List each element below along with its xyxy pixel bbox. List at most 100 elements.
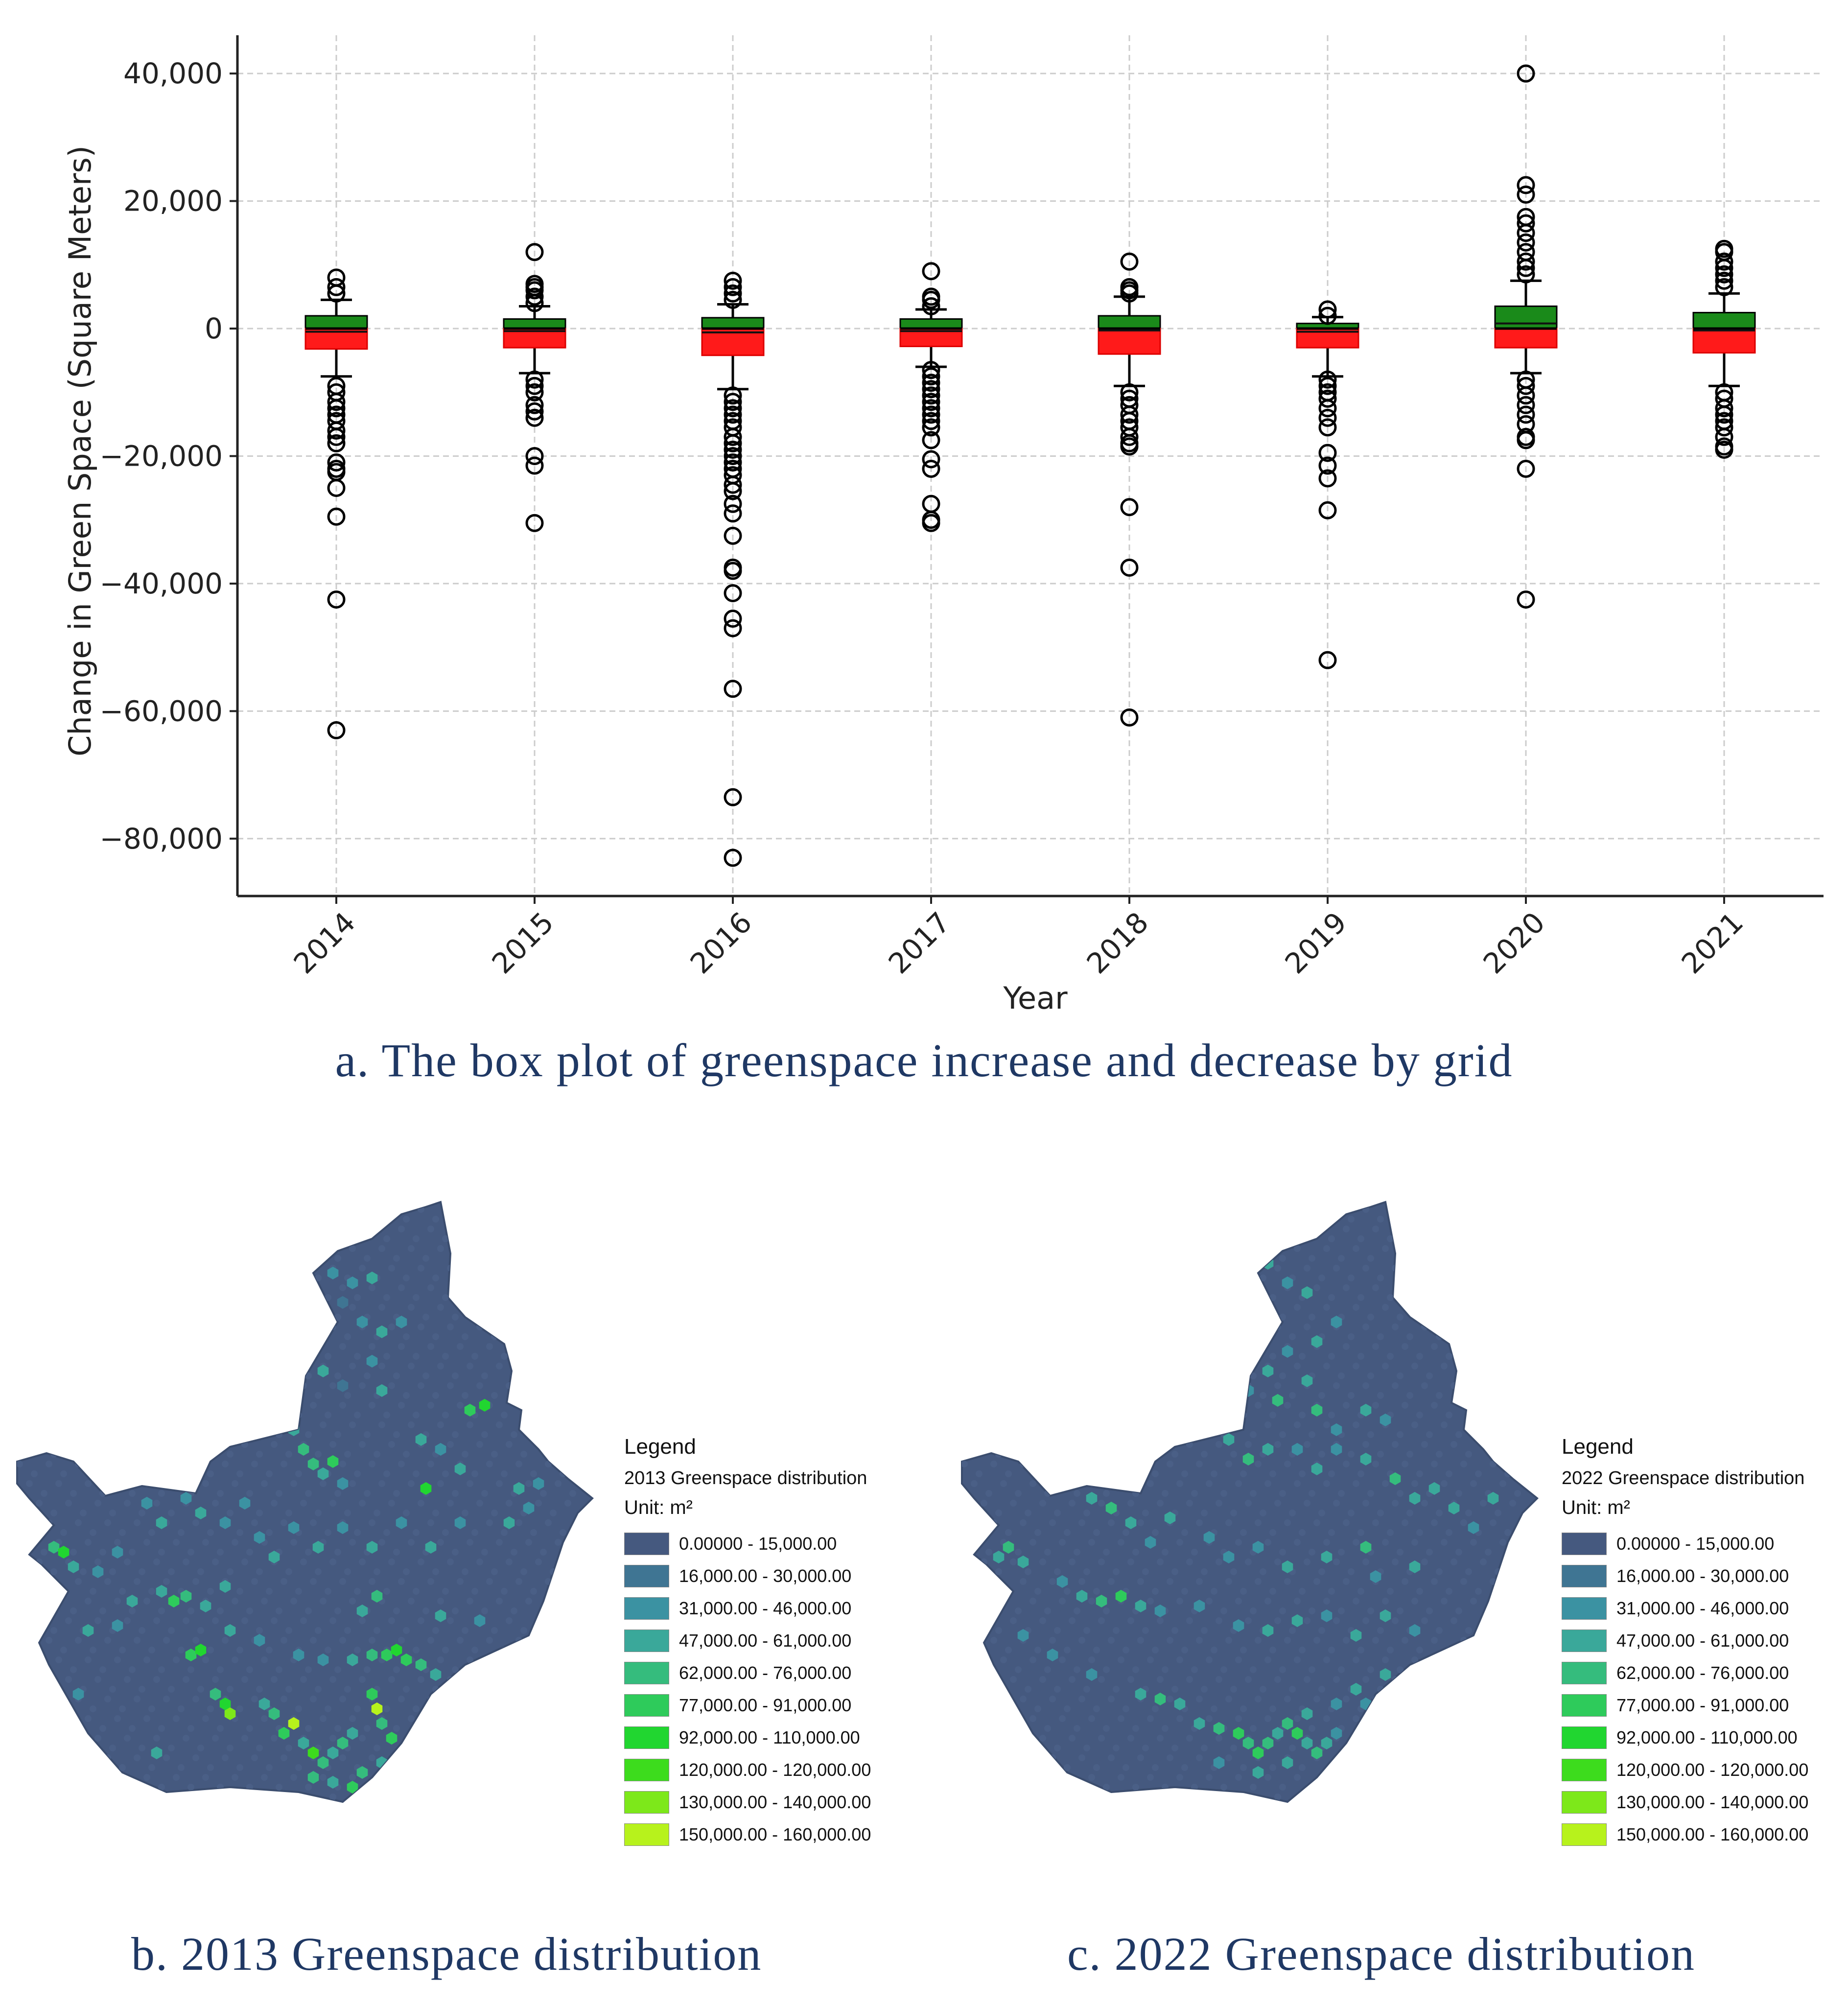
hex-cell	[1064, 1647, 1071, 1653]
hex-cell	[94, 1382, 101, 1389]
hex-cell	[104, 1519, 111, 1526]
hex-cell	[163, 1343, 170, 1350]
outlier-point	[724, 271, 742, 290]
greenspace-cell	[396, 1516, 407, 1529]
hex-cell	[1294, 1304, 1301, 1311]
hex-cell	[1152, 1294, 1159, 1301]
hex-cell	[579, 1392, 586, 1399]
hex-cell	[1088, 1656, 1095, 1663]
hex-cell	[227, 1568, 234, 1575]
hex-cell	[1450, 1558, 1457, 1565]
outlier-point	[1318, 300, 1337, 319]
hex-cell	[281, 1637, 287, 1644]
outlier-point	[1318, 408, 1337, 427]
hex-cell	[46, 1754, 52, 1761]
hex-cell	[369, 1519, 375, 1526]
hex-cell	[584, 1421, 591, 1428]
hex-cell	[290, 1421, 297, 1428]
hex-cell	[374, 1568, 380, 1575]
hex-cell	[1162, 1202, 1169, 1203]
greenspace-cell	[1252, 1747, 1264, 1759]
hex-cell	[1137, 1343, 1144, 1350]
hex-cell	[506, 1441, 513, 1448]
hex-cell	[148, 1235, 155, 1242]
legend-label: 150,000.00 - 160,000.00	[1616, 1824, 1809, 1844]
hex-cell	[1475, 1470, 1482, 1477]
hex-cell	[334, 1314, 341, 1321]
greenspace-cell	[366, 1649, 378, 1661]
hex-cell	[158, 1666, 165, 1673]
hex-cell	[1490, 1637, 1497, 1644]
hex-cell	[1362, 1500, 1369, 1507]
hex-cell	[153, 1206, 160, 1213]
hex-cell	[1113, 1568, 1120, 1575]
hex-cell	[1504, 1588, 1511, 1595]
hex-cell	[550, 1686, 557, 1693]
hex-cell	[1269, 1588, 1276, 1595]
hex-cell	[383, 1235, 390, 1242]
hex-cell	[971, 1539, 978, 1546]
hex-cell	[1127, 1441, 1134, 1448]
hex-cell	[285, 1451, 292, 1458]
hex-cell	[971, 1304, 978, 1311]
hex-cell	[1529, 1304, 1536, 1311]
hex-cell	[207, 1647, 214, 1653]
greenspace-cell	[156, 1516, 167, 1529]
hex-cell	[207, 1353, 214, 1360]
hex-cell	[1460, 1519, 1467, 1526]
hex-cell	[1367, 1372, 1374, 1379]
hex-cell	[1235, 1304, 1242, 1311]
hex-cell	[281, 1519, 287, 1526]
hex-cell	[1529, 1480, 1536, 1487]
hex-cell	[1103, 1431, 1110, 1438]
hex-cell	[1455, 1784, 1462, 1791]
hex-cell	[1074, 1255, 1080, 1262]
hex-cell	[266, 1235, 273, 1242]
hex-cell	[1216, 1265, 1222, 1272]
hex-cell	[1450, 1794, 1457, 1800]
hex-cell	[501, 1529, 508, 1536]
hex-cell	[1397, 1202, 1404, 1203]
outlier-point	[525, 408, 544, 427]
hex-cell	[212, 1500, 219, 1507]
hex-cell	[525, 1715, 532, 1722]
hex-cell	[1416, 1764, 1423, 1771]
legend-label: 120,000.00 - 120,000.00	[1616, 1760, 1809, 1780]
hex-cell	[1431, 1343, 1438, 1350]
hex-cell	[129, 1372, 136, 1379]
hex-cell	[1304, 1617, 1310, 1624]
hex-cell	[236, 1588, 243, 1595]
hex-cell	[1436, 1392, 1443, 1399]
hex-cell	[437, 1656, 444, 1663]
hex-cell	[1421, 1558, 1428, 1565]
greenspace-cell	[1262, 1624, 1274, 1637]
hex-cell	[1064, 1470, 1071, 1477]
greenspace-cell	[327, 1747, 339, 1759]
hex-cell	[1411, 1480, 1418, 1487]
hex-cell	[17, 1284, 23, 1291]
hex-cell	[241, 1323, 248, 1330]
hex-cell	[349, 1480, 356, 1487]
hex-cell	[594, 1265, 601, 1272]
hex-cell	[962, 1549, 963, 1556]
hex-cell	[530, 1529, 537, 1536]
hex-cell	[80, 1275, 87, 1281]
hex-cell	[1313, 1637, 1320, 1644]
greenspace-cell	[386, 1732, 398, 1745]
greenspace-cell	[1360, 1541, 1372, 1554]
hex-cell	[471, 1647, 478, 1653]
hex-cell	[1088, 1304, 1095, 1311]
hex-cell	[75, 1519, 82, 1526]
hex-cell	[1015, 1666, 1022, 1673]
hex-cell	[1333, 1500, 1340, 1507]
hex-cell	[305, 1255, 312, 1262]
hex-cell	[437, 1598, 444, 1605]
hex-cell	[1524, 1745, 1531, 1751]
greenspace-cell	[219, 1580, 231, 1593]
hex-cell	[1108, 1284, 1115, 1291]
hex-cell	[349, 1363, 356, 1369]
hex-cell	[241, 1676, 248, 1683]
hex-cell	[75, 1402, 82, 1409]
hex-cell	[1284, 1461, 1291, 1467]
hex-cell	[1088, 1363, 1095, 1369]
